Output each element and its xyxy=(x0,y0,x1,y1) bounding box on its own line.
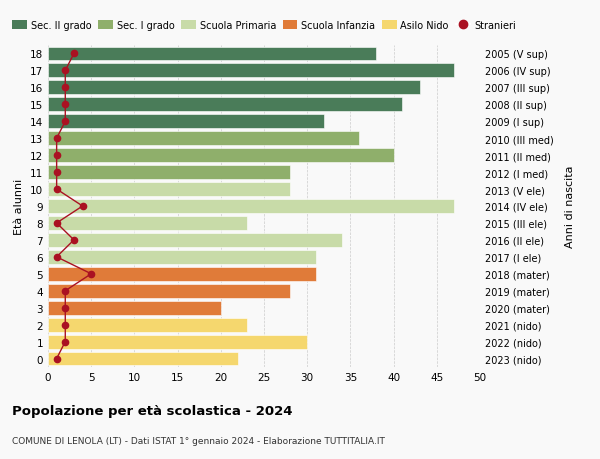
Text: Popolazione per età scolastica - 2024: Popolazione per età scolastica - 2024 xyxy=(12,404,293,417)
Bar xyxy=(48,318,247,332)
Y-axis label: Età alunni: Età alunni xyxy=(14,179,25,235)
Bar xyxy=(48,166,290,179)
Bar xyxy=(48,267,316,281)
Bar xyxy=(48,47,376,62)
Bar xyxy=(48,250,316,264)
Bar xyxy=(48,234,342,247)
Bar xyxy=(48,217,247,230)
Y-axis label: Anni di nascita: Anni di nascita xyxy=(565,165,575,248)
Bar xyxy=(48,335,307,349)
Bar xyxy=(48,301,221,315)
Bar xyxy=(48,149,394,163)
Bar xyxy=(48,98,402,112)
Bar xyxy=(48,352,238,366)
Bar xyxy=(48,200,454,213)
Bar xyxy=(48,81,419,95)
Legend: Sec. II grado, Sec. I grado, Scuola Primaria, Scuola Infanzia, Asilo Nido, Stran: Sec. II grado, Sec. I grado, Scuola Prim… xyxy=(8,17,520,34)
Bar xyxy=(48,183,290,196)
Bar xyxy=(48,64,454,78)
Bar xyxy=(48,284,290,298)
Bar xyxy=(48,132,359,146)
Text: COMUNE DI LENOLA (LT) - Dati ISTAT 1° gennaio 2024 - Elaborazione TUTTITALIA.IT: COMUNE DI LENOLA (LT) - Dati ISTAT 1° ge… xyxy=(12,436,385,445)
Bar xyxy=(48,115,325,129)
